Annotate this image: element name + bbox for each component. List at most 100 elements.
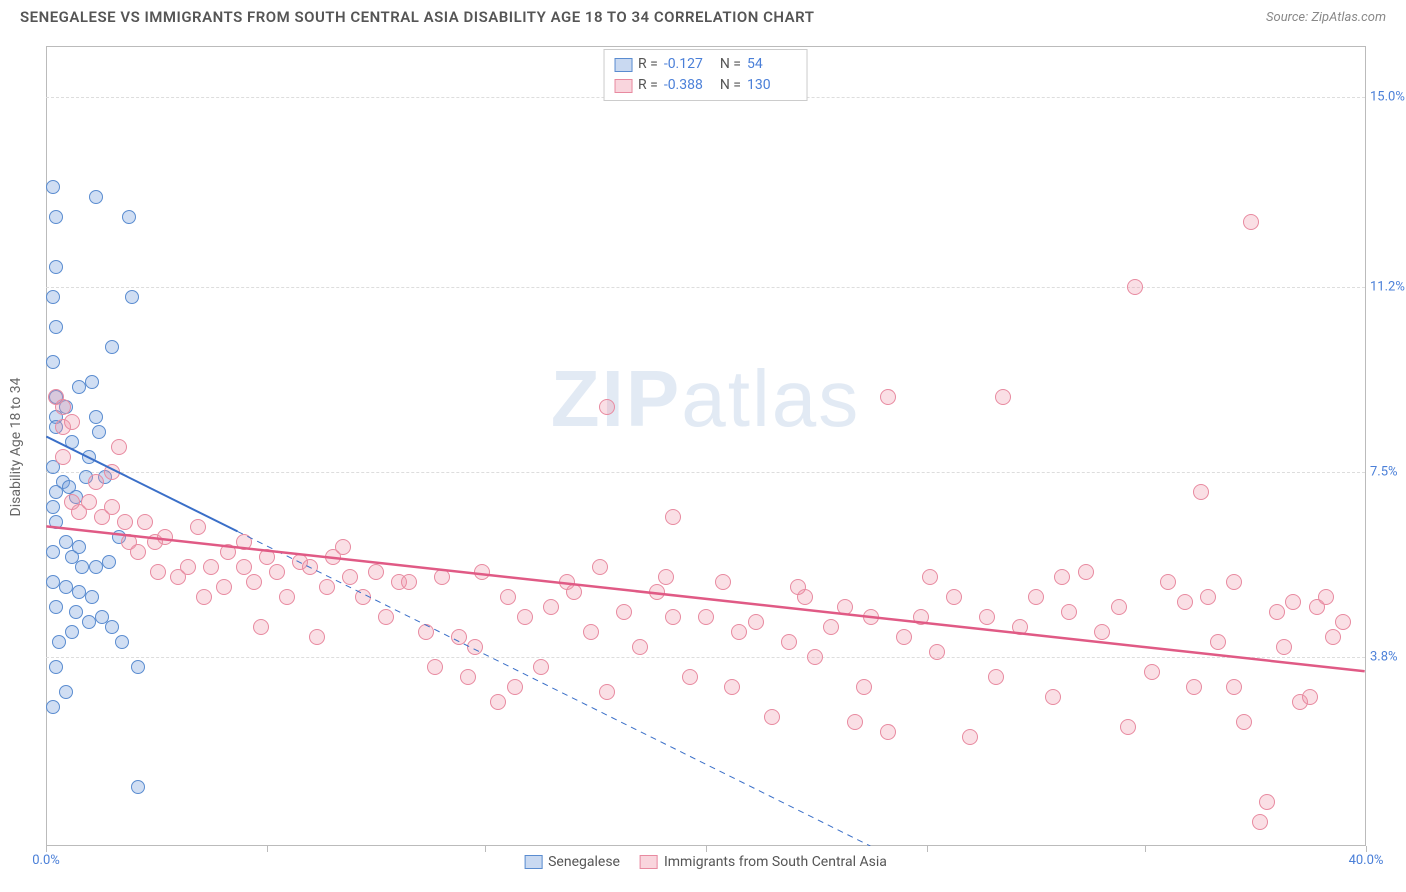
data-point bbox=[279, 589, 295, 605]
data-point bbox=[157, 529, 173, 545]
data-point bbox=[105, 620, 119, 634]
data-point bbox=[269, 564, 285, 580]
data-point bbox=[49, 660, 63, 674]
data-point bbox=[59, 535, 73, 549]
data-point bbox=[837, 599, 853, 615]
data-point bbox=[49, 515, 63, 529]
data-point bbox=[847, 714, 863, 730]
data-point bbox=[89, 560, 103, 574]
data-point bbox=[1259, 794, 1275, 810]
data-point bbox=[137, 514, 153, 530]
data-point bbox=[1054, 569, 1070, 585]
swatch-blue bbox=[614, 58, 632, 72]
chart-title: SENEGALESE VS IMMIGRANTS FROM SOUTH CENT… bbox=[20, 8, 814, 26]
x-tick bbox=[267, 846, 268, 852]
data-point bbox=[220, 544, 236, 560]
data-point bbox=[302, 559, 318, 575]
data-point bbox=[583, 624, 599, 640]
x-tick bbox=[485, 846, 486, 852]
data-point bbox=[65, 625, 79, 639]
series-legend: Senegalese Immigrants from South Central… bbox=[524, 854, 887, 870]
data-point bbox=[451, 629, 467, 645]
data-point bbox=[658, 569, 674, 585]
data-point bbox=[1335, 614, 1351, 630]
legend-item-senegalese: Senegalese bbox=[524, 854, 620, 870]
data-point bbox=[1078, 564, 1094, 580]
data-point bbox=[104, 464, 120, 480]
data-point bbox=[309, 629, 325, 645]
data-point bbox=[1285, 594, 1301, 610]
data-point bbox=[82, 450, 96, 464]
data-point bbox=[1177, 594, 1193, 610]
data-point bbox=[335, 539, 351, 555]
data-point bbox=[682, 669, 698, 685]
y-tick-label: 3.8% bbox=[1370, 650, 1406, 665]
data-point bbox=[150, 564, 166, 580]
data-point bbox=[69, 605, 83, 619]
legend-item-immigrants: Immigrants from South Central Asia bbox=[640, 854, 887, 870]
data-point bbox=[65, 435, 79, 449]
data-point bbox=[117, 514, 133, 530]
data-point bbox=[880, 389, 896, 405]
data-point bbox=[46, 355, 60, 369]
data-point bbox=[507, 679, 523, 695]
data-point bbox=[517, 609, 533, 625]
data-point bbox=[72, 540, 86, 554]
data-point bbox=[1144, 664, 1160, 680]
data-point bbox=[500, 589, 516, 605]
data-point bbox=[790, 579, 806, 595]
data-point bbox=[715, 574, 731, 590]
data-point bbox=[665, 609, 681, 625]
data-point bbox=[599, 684, 615, 700]
x-tick bbox=[927, 846, 928, 852]
data-point bbox=[698, 609, 714, 625]
data-point bbox=[434, 569, 450, 585]
data-point bbox=[46, 500, 60, 514]
x-tick bbox=[1145, 846, 1146, 852]
data-point bbox=[543, 599, 559, 615]
data-point bbox=[1160, 574, 1176, 590]
data-point bbox=[355, 589, 371, 605]
data-point bbox=[55, 449, 71, 465]
data-point bbox=[1186, 679, 1202, 695]
data-point bbox=[1111, 599, 1127, 615]
legend-row-senegalese: R = -0.127 N = 54 bbox=[614, 54, 797, 75]
data-point bbox=[988, 669, 1004, 685]
data-point bbox=[59, 685, 73, 699]
data-point bbox=[1243, 214, 1259, 230]
data-point bbox=[180, 559, 196, 575]
data-point bbox=[962, 729, 978, 745]
data-point bbox=[59, 580, 73, 594]
data-point bbox=[724, 679, 740, 695]
data-point bbox=[49, 320, 63, 334]
data-point bbox=[1127, 279, 1143, 295]
data-point bbox=[863, 609, 879, 625]
data-point bbox=[49, 260, 63, 274]
swatch-blue bbox=[524, 855, 542, 869]
x-tick bbox=[46, 846, 47, 852]
data-point bbox=[85, 590, 99, 604]
data-point bbox=[1012, 619, 1028, 635]
correlation-chart: Disability Age 18 to 34 ZIPatlas R = -0.… bbox=[46, 46, 1366, 846]
data-point bbox=[131, 660, 145, 674]
data-point bbox=[807, 649, 823, 665]
data-point bbox=[474, 564, 490, 580]
data-point bbox=[1226, 679, 1242, 695]
data-point bbox=[131, 780, 145, 794]
data-point bbox=[55, 399, 71, 415]
data-point bbox=[75, 560, 89, 574]
data-point bbox=[913, 609, 929, 625]
data-point bbox=[1120, 719, 1136, 735]
data-point bbox=[1193, 484, 1209, 500]
data-point bbox=[1226, 574, 1242, 590]
source-attribution: Source: ZipAtlas.com bbox=[1266, 10, 1386, 25]
data-point bbox=[115, 635, 129, 649]
data-point bbox=[922, 569, 938, 585]
data-point bbox=[592, 559, 608, 575]
data-point bbox=[253, 619, 269, 635]
data-point bbox=[1269, 604, 1285, 620]
data-point bbox=[1318, 589, 1334, 605]
data-point bbox=[104, 499, 120, 515]
data-point bbox=[1061, 604, 1077, 620]
data-point bbox=[1045, 689, 1061, 705]
